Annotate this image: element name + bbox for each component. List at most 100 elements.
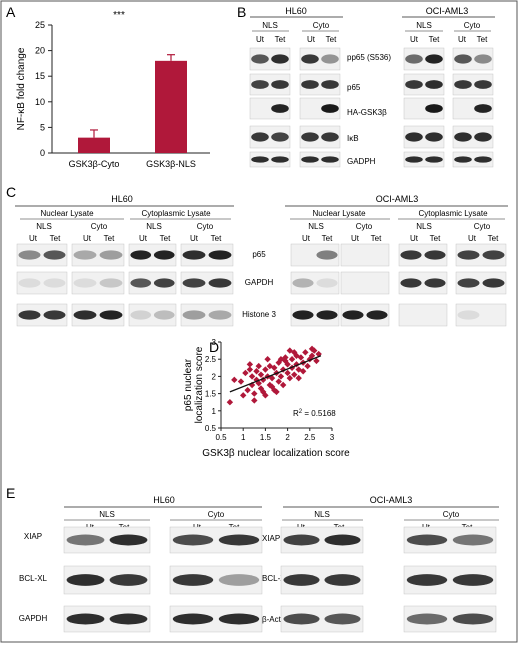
b-tet-1: Tet (275, 35, 286, 44)
band (405, 54, 423, 64)
blot-background (403, 47, 445, 71)
band (153, 250, 175, 260)
c-tet-4: Tet (211, 234, 222, 243)
band (172, 574, 214, 586)
c-blot (180, 271, 234, 295)
c-blot (290, 303, 340, 327)
band (301, 54, 319, 64)
band (153, 310, 175, 320)
c-cytoplasmic-1: Cytoplasmic Lysate (141, 209, 211, 218)
scatter-point (288, 356, 296, 363)
b-blot (299, 151, 341, 168)
scatter-point (246, 361, 254, 368)
scatter-point (284, 361, 291, 368)
y-axis-label: NF-κB fold change (16, 47, 27, 130)
panel-a-chart: *** 0 5 10 15 20 25 NF-κB fold change GSK3β-C… (16, 10, 210, 169)
band (18, 250, 41, 260)
blot-background (455, 303, 507, 327)
band (425, 156, 443, 163)
band (283, 613, 320, 625)
blot-background (249, 97, 291, 120)
blot-background (16, 303, 68, 327)
band (130, 310, 152, 320)
scatter-point (297, 354, 305, 361)
c-tet-2: Tet (104, 234, 115, 243)
e-row-bactin: β-Actin (262, 615, 287, 624)
b-ut-2: Ut (307, 35, 316, 44)
d-x-tick-label: 3 (330, 433, 335, 442)
b-ut-3: Ut (410, 35, 419, 44)
blot-background (403, 151, 445, 168)
c-nuclear-1: Nuclear Lysate (40, 209, 94, 218)
c-nls-4: NLS (416, 222, 432, 231)
band (457, 278, 480, 288)
band (283, 534, 320, 546)
x-tick-label: GSK3β-NLS (146, 159, 196, 169)
band (172, 613, 214, 625)
e-blot (169, 605, 263, 633)
b-blot (452, 73, 494, 96)
e-blot (280, 605, 364, 633)
c-blot (128, 243, 177, 267)
c-cyto-2: Cyto (197, 222, 214, 231)
b-blot (249, 97, 291, 120)
band (292, 278, 314, 288)
b-ut-4: Ut (458, 35, 467, 44)
scatter-point (271, 364, 278, 371)
b-blot (299, 97, 341, 120)
c-blot (290, 271, 340, 295)
b-blot (249, 73, 291, 96)
panel-letter-b: B (237, 4, 246, 20)
c-ut-6: Ut (351, 234, 360, 243)
d-y-tick-label: 1.5 (205, 390, 217, 399)
c-blot (16, 243, 68, 267)
band (99, 278, 123, 288)
band (321, 54, 339, 64)
b-blot (299, 47, 341, 71)
c-row-gapdh: GAPDH (245, 278, 274, 287)
band (218, 574, 260, 586)
scatter-point (277, 373, 285, 380)
band (218, 534, 260, 546)
band (452, 534, 494, 546)
e-blot (63, 526, 151, 554)
c-row-histone3: Histone 3 (242, 310, 276, 319)
c-blot (398, 303, 448, 327)
c-cyto-4: Cyto (474, 222, 491, 231)
y-tick-label: 10 (35, 97, 45, 107)
scatter-point (302, 349, 309, 356)
c-oci-label: OCI-AML3 (376, 194, 419, 204)
band (474, 104, 492, 113)
band (271, 54, 289, 64)
band (73, 310, 97, 320)
blot-background (403, 97, 445, 120)
d-x-tick-label: 0.5 (215, 433, 227, 442)
blot-background (16, 243, 68, 267)
band (342, 310, 364, 320)
band (251, 156, 269, 163)
b-row-ikb: IκB (347, 134, 359, 143)
bars (78, 54, 187, 154)
c-blot (290, 243, 340, 267)
b-blot (452, 151, 494, 168)
band (457, 250, 480, 260)
band (316, 250, 338, 260)
b-blot (299, 125, 341, 149)
band (43, 250, 66, 260)
c-blot-images (16, 243, 507, 327)
blot-background (249, 73, 291, 96)
c-ut-8: Ut (468, 234, 477, 243)
c-blot (340, 243, 390, 267)
d-y-tick-label: 2.5 (205, 355, 217, 364)
y-ticks: 0 5 10 15 20 25 (35, 20, 52, 158)
b-blot (403, 47, 445, 71)
c-ut-4: Ut (190, 234, 199, 243)
band (153, 278, 175, 288)
band (271, 104, 289, 113)
band (292, 310, 314, 320)
scatter-point (291, 349, 298, 356)
band (424, 250, 446, 260)
e-blot (169, 526, 263, 554)
blot-background (180, 303, 234, 327)
blot-background (249, 151, 291, 168)
